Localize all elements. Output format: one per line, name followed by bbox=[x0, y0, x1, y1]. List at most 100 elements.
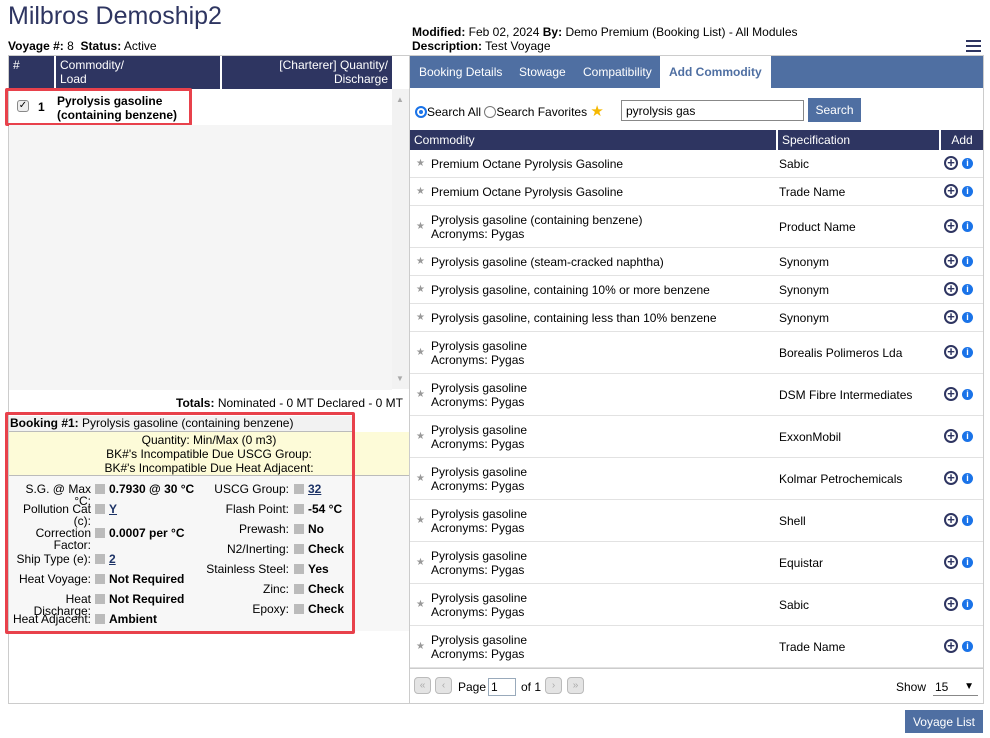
info-icon[interactable]: i bbox=[962, 389, 973, 400]
totals-label: Totals: bbox=[176, 396, 215, 410]
field-label: Flash Point: bbox=[225, 502, 289, 516]
table-row[interactable]: ★ Pyrolysis gasoline Acronyms: Pygas Equi… bbox=[410, 542, 983, 584]
voyage-list-button[interactable]: Voyage List bbox=[905, 710, 983, 733]
first-page-icon[interactable]: « bbox=[414, 677, 431, 694]
specification-cell: Borealis Polimeros Lda bbox=[779, 346, 903, 360]
table-row[interactable]: ★ Pyrolysis gasoline Acronyms: Pygas Kolm… bbox=[410, 458, 983, 500]
info-icon[interactable]: i bbox=[962, 312, 973, 323]
next-page-icon[interactable]: › bbox=[545, 677, 562, 694]
info-icon[interactable]: i bbox=[962, 557, 973, 568]
scrollbar[interactable]: ▲ ▼ bbox=[392, 89, 409, 389]
favorite-star-icon[interactable]: ★ bbox=[416, 284, 425, 295]
commodity-cell: Pyrolysis gasoline Acronyms: Pygas bbox=[431, 465, 771, 493]
page-input[interactable] bbox=[488, 678, 516, 696]
add-icon[interactable]: + bbox=[944, 254, 958, 268]
table-row[interactable]: ★ Premium Octane Pyrolysis Gasoline Sabi… bbox=[410, 150, 983, 178]
favorite-star-icon[interactable]: ★ bbox=[416, 186, 425, 197]
favorite-star-icon[interactable]: ★ bbox=[416, 312, 425, 323]
field-value[interactable]: 2 bbox=[109, 552, 116, 566]
field-value: Check bbox=[308, 602, 345, 616]
field-value[interactable]: Y bbox=[109, 502, 118, 516]
col-header-quantity[interactable]: [Charterer] Quantity/ Discharge bbox=[222, 56, 392, 89]
field-indicator bbox=[294, 484, 304, 494]
favorite-star-icon[interactable]: ★ bbox=[416, 347, 425, 358]
add-icon[interactable]: + bbox=[944, 345, 958, 359]
voyage-meta: Modified: Feb 02, 2024 By: Demo Premium … bbox=[412, 25, 798, 53]
add-icon[interactable]: + bbox=[944, 597, 958, 611]
info-icon[interactable]: i bbox=[962, 347, 973, 358]
table-row[interactable]: ★ Pyrolysis gasoline Acronyms: Pygas Exxo… bbox=[410, 416, 983, 458]
favorite-star-icon[interactable]: ★ bbox=[416, 158, 425, 169]
favorite-star-icon[interactable]: ★ bbox=[416, 221, 425, 232]
hamburger-menu-icon[interactable] bbox=[966, 40, 981, 52]
add-icon[interactable]: + bbox=[944, 555, 958, 569]
list-empty-area bbox=[9, 125, 392, 390]
info-icon[interactable]: i bbox=[962, 599, 973, 610]
info-icon[interactable]: i bbox=[962, 256, 973, 267]
row-checkbox[interactable]: ✓ bbox=[17, 100, 29, 112]
add-icon[interactable]: + bbox=[944, 429, 958, 443]
table-row[interactable]: ★ Pyrolysis gasoline, containing 10% or … bbox=[410, 276, 983, 304]
search-favorites-label: Search Favorites bbox=[496, 105, 588, 119]
field-value[interactable]: 32 bbox=[308, 482, 322, 496]
add-icon[interactable]: + bbox=[944, 639, 958, 653]
scroll-up-icon[interactable]: ▲ bbox=[396, 95, 404, 104]
favorite-star-icon[interactable]: ★ bbox=[416, 256, 425, 267]
field-indicator bbox=[95, 614, 105, 624]
info-icon[interactable]: i bbox=[962, 515, 973, 526]
table-row[interactable]: ★ Pyrolysis gasoline (steam-cracked naph… bbox=[410, 248, 983, 276]
table-row[interactable]: ★ Pyrolysis gasoline, containing less th… bbox=[410, 304, 983, 332]
tab-compatibility[interactable]: Compatibility bbox=[583, 65, 652, 79]
commodity-acronyms: Acronyms: Pygas bbox=[431, 521, 525, 535]
field-value: Not Required bbox=[109, 572, 185, 586]
highlight-box bbox=[5, 88, 192, 126]
favorite-star-icon[interactable]: ★ bbox=[416, 557, 425, 568]
favorite-star-icon[interactable]: ★ bbox=[416, 431, 425, 442]
tab-stowage[interactable]: Stowage bbox=[519, 65, 566, 79]
tab-add-commodity[interactable]: Add Commodity bbox=[660, 56, 771, 88]
table-row[interactable]: ★ Premium Octane Pyrolysis Gasoline Trad… bbox=[410, 178, 983, 206]
tab-booking-details[interactable]: Booking Details bbox=[419, 65, 503, 79]
add-icon[interactable]: + bbox=[944, 471, 958, 485]
info-icon[interactable]: i bbox=[962, 186, 973, 197]
favorite-star-icon[interactable]: ★ bbox=[416, 473, 425, 484]
add-icon[interactable]: + bbox=[944, 156, 958, 170]
info-icon[interactable]: i bbox=[962, 431, 973, 442]
commodity-cell: Pyrolysis gasoline Acronyms: Pygas bbox=[431, 507, 771, 535]
info-icon[interactable]: i bbox=[962, 221, 973, 232]
page-size-select[interactable]: 15 ▼ bbox=[933, 678, 978, 696]
favorite-star-icon[interactable]: ★ bbox=[416, 641, 425, 652]
info-icon[interactable]: i bbox=[962, 284, 973, 295]
field-label: Prewash: bbox=[238, 522, 289, 536]
table-row[interactable]: ★ Pyrolysis gasoline Acronyms: Pygas Bore… bbox=[410, 332, 983, 374]
table-row[interactable]: ★ Pyrolysis gasoline Acronyms: Pygas Sabi… bbox=[410, 584, 983, 626]
commodity-name: Pyrolysis gasoline bbox=[431, 549, 528, 563]
search-favorites-radio[interactable] bbox=[484, 106, 497, 118]
table-row[interactable]: ★ Pyrolysis gasoline Acronyms: Pygas Shel… bbox=[410, 500, 983, 542]
add-icon[interactable]: + bbox=[944, 219, 958, 233]
booking-row[interactable]: ✓ 1 Pyrolysis gasoline (containing benze… bbox=[9, 89, 392, 125]
info-icon[interactable]: i bbox=[962, 473, 973, 484]
table-row[interactable]: ★ Pyrolysis gasoline Acronyms: Pygas DSM … bbox=[410, 374, 983, 416]
prev-page-icon[interactable]: ‹ bbox=[435, 677, 452, 694]
field-label: N2/Inerting: bbox=[226, 542, 289, 556]
add-icon[interactable]: + bbox=[944, 387, 958, 401]
favorite-star-icon[interactable]: ★ bbox=[416, 599, 425, 610]
favorite-star-icon[interactable]: ★ bbox=[416, 389, 425, 400]
table-row[interactable]: ★ Pyrolysis gasoline (containing benzene… bbox=[410, 206, 983, 248]
search-button[interactable]: Search bbox=[808, 98, 861, 122]
info-icon[interactable]: i bbox=[962, 641, 973, 652]
add-icon[interactable]: + bbox=[944, 310, 958, 324]
col-header-commodity[interactable]: Commodity/ Load bbox=[56, 56, 220, 89]
table-row[interactable]: ★ Pyrolysis gasoline Acronyms: Pygas Trad… bbox=[410, 626, 983, 668]
add-icon[interactable]: + bbox=[944, 282, 958, 296]
search-all-radio[interactable] bbox=[415, 106, 427, 118]
info-icon[interactable]: i bbox=[962, 158, 973, 169]
last-page-icon[interactable]: » bbox=[567, 677, 584, 694]
scroll-down-icon[interactable]: ▼ bbox=[396, 374, 404, 383]
search-input[interactable] bbox=[621, 100, 804, 121]
add-icon[interactable]: + bbox=[944, 184, 958, 198]
add-icon[interactable]: + bbox=[944, 513, 958, 527]
favorite-star-icon[interactable]: ★ bbox=[416, 515, 425, 526]
description-label: Description: bbox=[412, 39, 483, 53]
